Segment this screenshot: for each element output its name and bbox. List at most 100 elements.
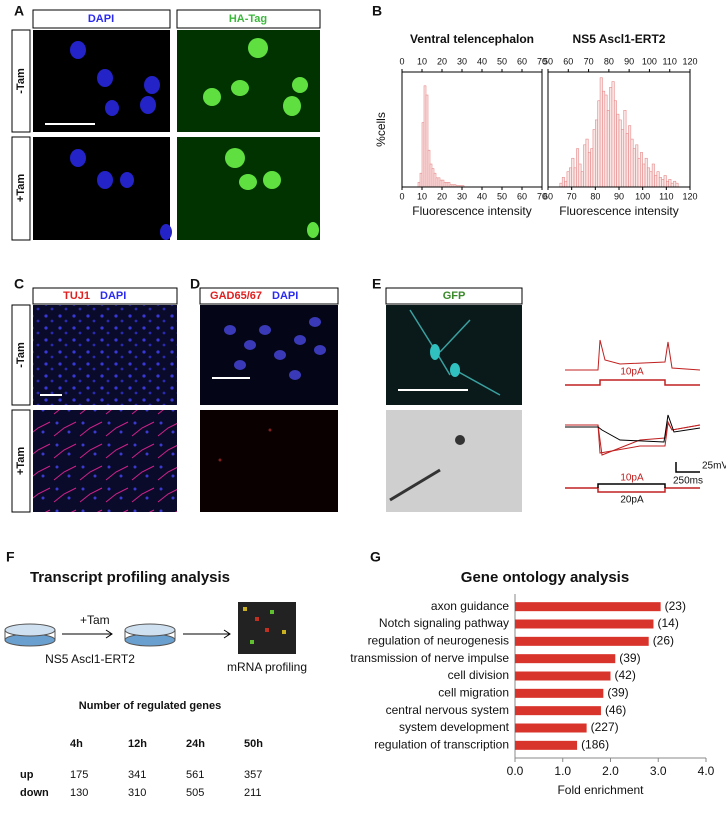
x-tick-label: 60 xyxy=(543,191,553,201)
gene-count: (23) xyxy=(665,599,686,613)
x-axis-label: Fluorescence intensity xyxy=(559,204,678,218)
x-tick-label: 60 xyxy=(517,191,527,201)
histogram-bar xyxy=(666,180,669,188)
panel-letter: G xyxy=(370,549,381,565)
table-cell: up xyxy=(20,769,34,781)
micrograph xyxy=(33,410,177,512)
x2-tick-label: 80 xyxy=(604,56,614,66)
stain-label: HA-Tag xyxy=(229,13,267,25)
histogram-bar xyxy=(580,171,584,188)
row-label: -Tam xyxy=(15,342,27,368)
histogram-bar xyxy=(623,110,627,188)
row-box xyxy=(11,304,31,406)
histogram-bar xyxy=(675,182,679,188)
histogram-bar xyxy=(590,148,594,188)
x2-tick-label: 100 xyxy=(642,56,657,66)
section-title: Transcript profiling analysis xyxy=(30,569,230,586)
histogram-bar xyxy=(644,157,648,188)
treatment-label: +Tam xyxy=(80,613,110,627)
x2-tick-label: 70 xyxy=(584,56,594,66)
panel-letter: C xyxy=(14,276,24,292)
table-cell: 130 xyxy=(70,787,88,799)
x2-tick-label: 0 xyxy=(399,56,404,66)
x-tick-label: 90 xyxy=(614,191,624,201)
histogram-bar xyxy=(561,177,565,188)
table-header: 24h xyxy=(186,738,205,750)
bar xyxy=(515,636,649,646)
histogram-bar xyxy=(628,125,632,188)
row-box xyxy=(11,409,31,513)
gene-count: (227) xyxy=(591,720,619,734)
x-tick-label: 70 xyxy=(567,191,577,201)
histogram-bar xyxy=(651,163,655,188)
stain-label: DAPI xyxy=(272,290,298,302)
histogram-bar xyxy=(602,90,606,188)
scale-label: 250ms xyxy=(673,476,703,487)
histogram-bar xyxy=(654,175,658,188)
x-tick-label: 0.0 xyxy=(507,764,524,778)
x2-tick-label: 110 xyxy=(663,56,677,66)
histogram-bar xyxy=(583,144,587,188)
gene-count: (186) xyxy=(581,738,609,752)
gene-count: (39) xyxy=(619,651,640,665)
scale-label: 25mV xyxy=(702,461,726,472)
x2-tick-label: 50 xyxy=(543,56,553,66)
chart-title: Gene ontology analysis xyxy=(461,569,629,586)
histogram-bar xyxy=(618,119,622,188)
gene-count: (39) xyxy=(607,686,628,700)
category-label: cell division xyxy=(448,668,509,682)
row-box xyxy=(11,29,31,133)
table-cell: 357 xyxy=(244,769,262,781)
category-label: regulation of transcription xyxy=(374,738,509,752)
table-cell: 175 xyxy=(70,769,88,781)
category-label: cell migration xyxy=(438,686,509,700)
readout-label: mRNA profiling xyxy=(227,660,307,674)
table-title: Number of regulated genes xyxy=(79,700,221,712)
x-tick-label: 4.0 xyxy=(698,764,715,778)
x-tick-label: 70 xyxy=(537,191,547,201)
histogram-bar xyxy=(632,148,636,188)
x-tick-label: 2.0 xyxy=(602,764,619,778)
x2-tick-label: 60 xyxy=(563,56,573,66)
micrograph xyxy=(200,305,338,512)
chart-title: Ventral telencephalon xyxy=(410,32,534,46)
histogram-bar xyxy=(630,138,634,188)
category-label: regulation of neurogenesis xyxy=(368,634,509,648)
histogram-bar xyxy=(606,110,610,188)
histogram-bar xyxy=(639,152,643,188)
histogram-bar xyxy=(576,148,580,188)
histogram-bar xyxy=(635,144,639,188)
dish-icon xyxy=(124,623,176,647)
histogram-bar xyxy=(663,175,667,188)
microarray-icon xyxy=(238,602,296,654)
panel-letter: E xyxy=(372,276,381,292)
x2-tick-label: 10 xyxy=(417,56,427,66)
bar xyxy=(515,619,654,629)
gene-count: (42) xyxy=(615,668,636,682)
table-cell: 561 xyxy=(186,769,204,781)
row-box xyxy=(11,136,31,241)
table-cell: 341 xyxy=(128,769,146,781)
panel-letter: B xyxy=(372,3,382,19)
y-axis-label: %cells xyxy=(374,112,388,147)
trace-label: 10pA xyxy=(620,367,644,378)
table-header: 50h xyxy=(244,738,263,750)
table-cell: 211 xyxy=(244,787,262,799)
gene-count: (46) xyxy=(605,703,626,717)
plot-frame xyxy=(401,71,543,188)
panel-letter: D xyxy=(190,276,200,292)
micrograph xyxy=(33,305,177,405)
category-label: axon guidance xyxy=(431,599,509,613)
chart-title: NS5 Ascl1-ERT2 xyxy=(573,32,666,46)
category-label: Notch signaling pathway xyxy=(379,616,509,630)
gene-count: (14) xyxy=(657,616,678,630)
histogram-bar xyxy=(609,87,613,188)
stain-label: TUJ1 xyxy=(63,290,90,302)
histogram-bar xyxy=(568,167,572,188)
histogram-bar xyxy=(578,163,582,188)
histogram-bar xyxy=(616,113,620,188)
micrograph xyxy=(386,305,522,512)
row-label: +Tam xyxy=(15,447,27,475)
histogram-bar xyxy=(566,171,570,188)
